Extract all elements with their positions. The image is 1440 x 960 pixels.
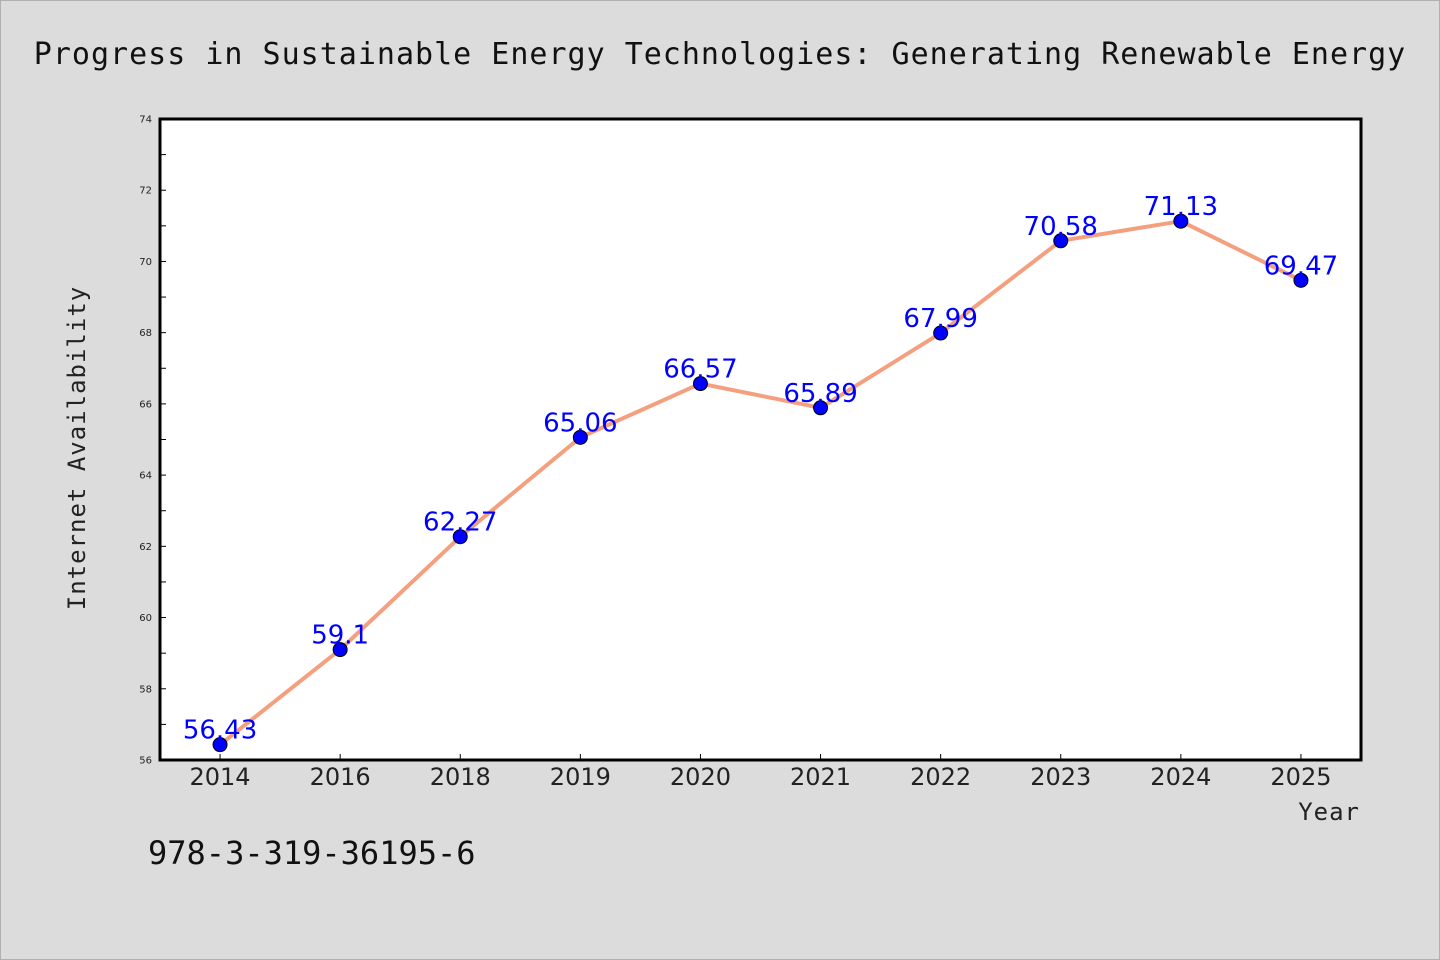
y-tick-label: 62: [139, 542, 152, 553]
data-label: 59.1: [311, 621, 369, 651]
x-tick-label: 2021: [790, 763, 851, 791]
data-point: [1293, 272, 1309, 288]
data-series: 56.43 59.1 62.27 65.06 66.57 65.89 67.99 70.58 7…: [183, 192, 1338, 753]
data-label: 56.43: [183, 716, 257, 746]
y-tick-label: 60: [139, 613, 152, 624]
data-point: [813, 400, 829, 416]
x-tick-label: 2023: [1030, 763, 1091, 791]
data-label: 70.58: [1024, 212, 1098, 242]
y-tick-label: 74: [139, 115, 152, 126]
data-label: 71.13: [1144, 192, 1218, 222]
y-tick-label: 72: [139, 186, 152, 197]
y-axis-label: Internet Availability: [63, 286, 91, 610]
data-label: 67.99: [903, 304, 977, 334]
isbn-footnote: 978-3-319-36195-6: [148, 834, 476, 872]
x-tick-label: 2022: [910, 763, 971, 791]
series-line: [218, 219, 1303, 747]
y-tick-label: 70: [139, 257, 152, 268]
x-tick-label: 2016: [310, 763, 371, 791]
y-tick-label: 66: [139, 399, 152, 410]
x-tick-label: 2019: [550, 763, 611, 791]
data-label: 62.27: [423, 508, 497, 538]
x-axis-label: Year: [1298, 798, 1360, 826]
x-tick-label: 2014: [190, 763, 251, 791]
data-point: [1053, 233, 1069, 249]
data-point: [572, 429, 588, 445]
data-point: [933, 325, 949, 341]
data-point: [1173, 213, 1189, 229]
data-point: [692, 376, 708, 392]
x-tick-label: 2025: [1270, 763, 1331, 791]
y-tick-label: 56: [139, 756, 152, 767]
data-point: [452, 529, 468, 545]
data-label: 65.89: [783, 379, 857, 409]
data-label: 69.47: [1264, 251, 1338, 281]
data-label: 66.57: [663, 355, 737, 385]
x-tick-label: 2024: [1150, 763, 1211, 791]
data-label: 65.06: [543, 408, 617, 438]
data-point: [212, 737, 228, 753]
x-axis: 2014 2016 2018 2019 2020 2021 2022 2023 2024 2025: [190, 754, 1331, 791]
data-point: [332, 642, 348, 658]
x-tick-label: 2018: [430, 763, 491, 791]
y-axis: 56 58 60 62 64 66 68 70 72 74: [139, 115, 166, 767]
x-tick-label: 2020: [670, 763, 731, 791]
chart-title: Progress in Sustainable Energy Technolog…: [34, 37, 1406, 72]
y-tick-label: 68: [139, 328, 152, 339]
y-tick-label: 58: [139, 684, 152, 695]
y-tick-label: 64: [139, 471, 152, 482]
